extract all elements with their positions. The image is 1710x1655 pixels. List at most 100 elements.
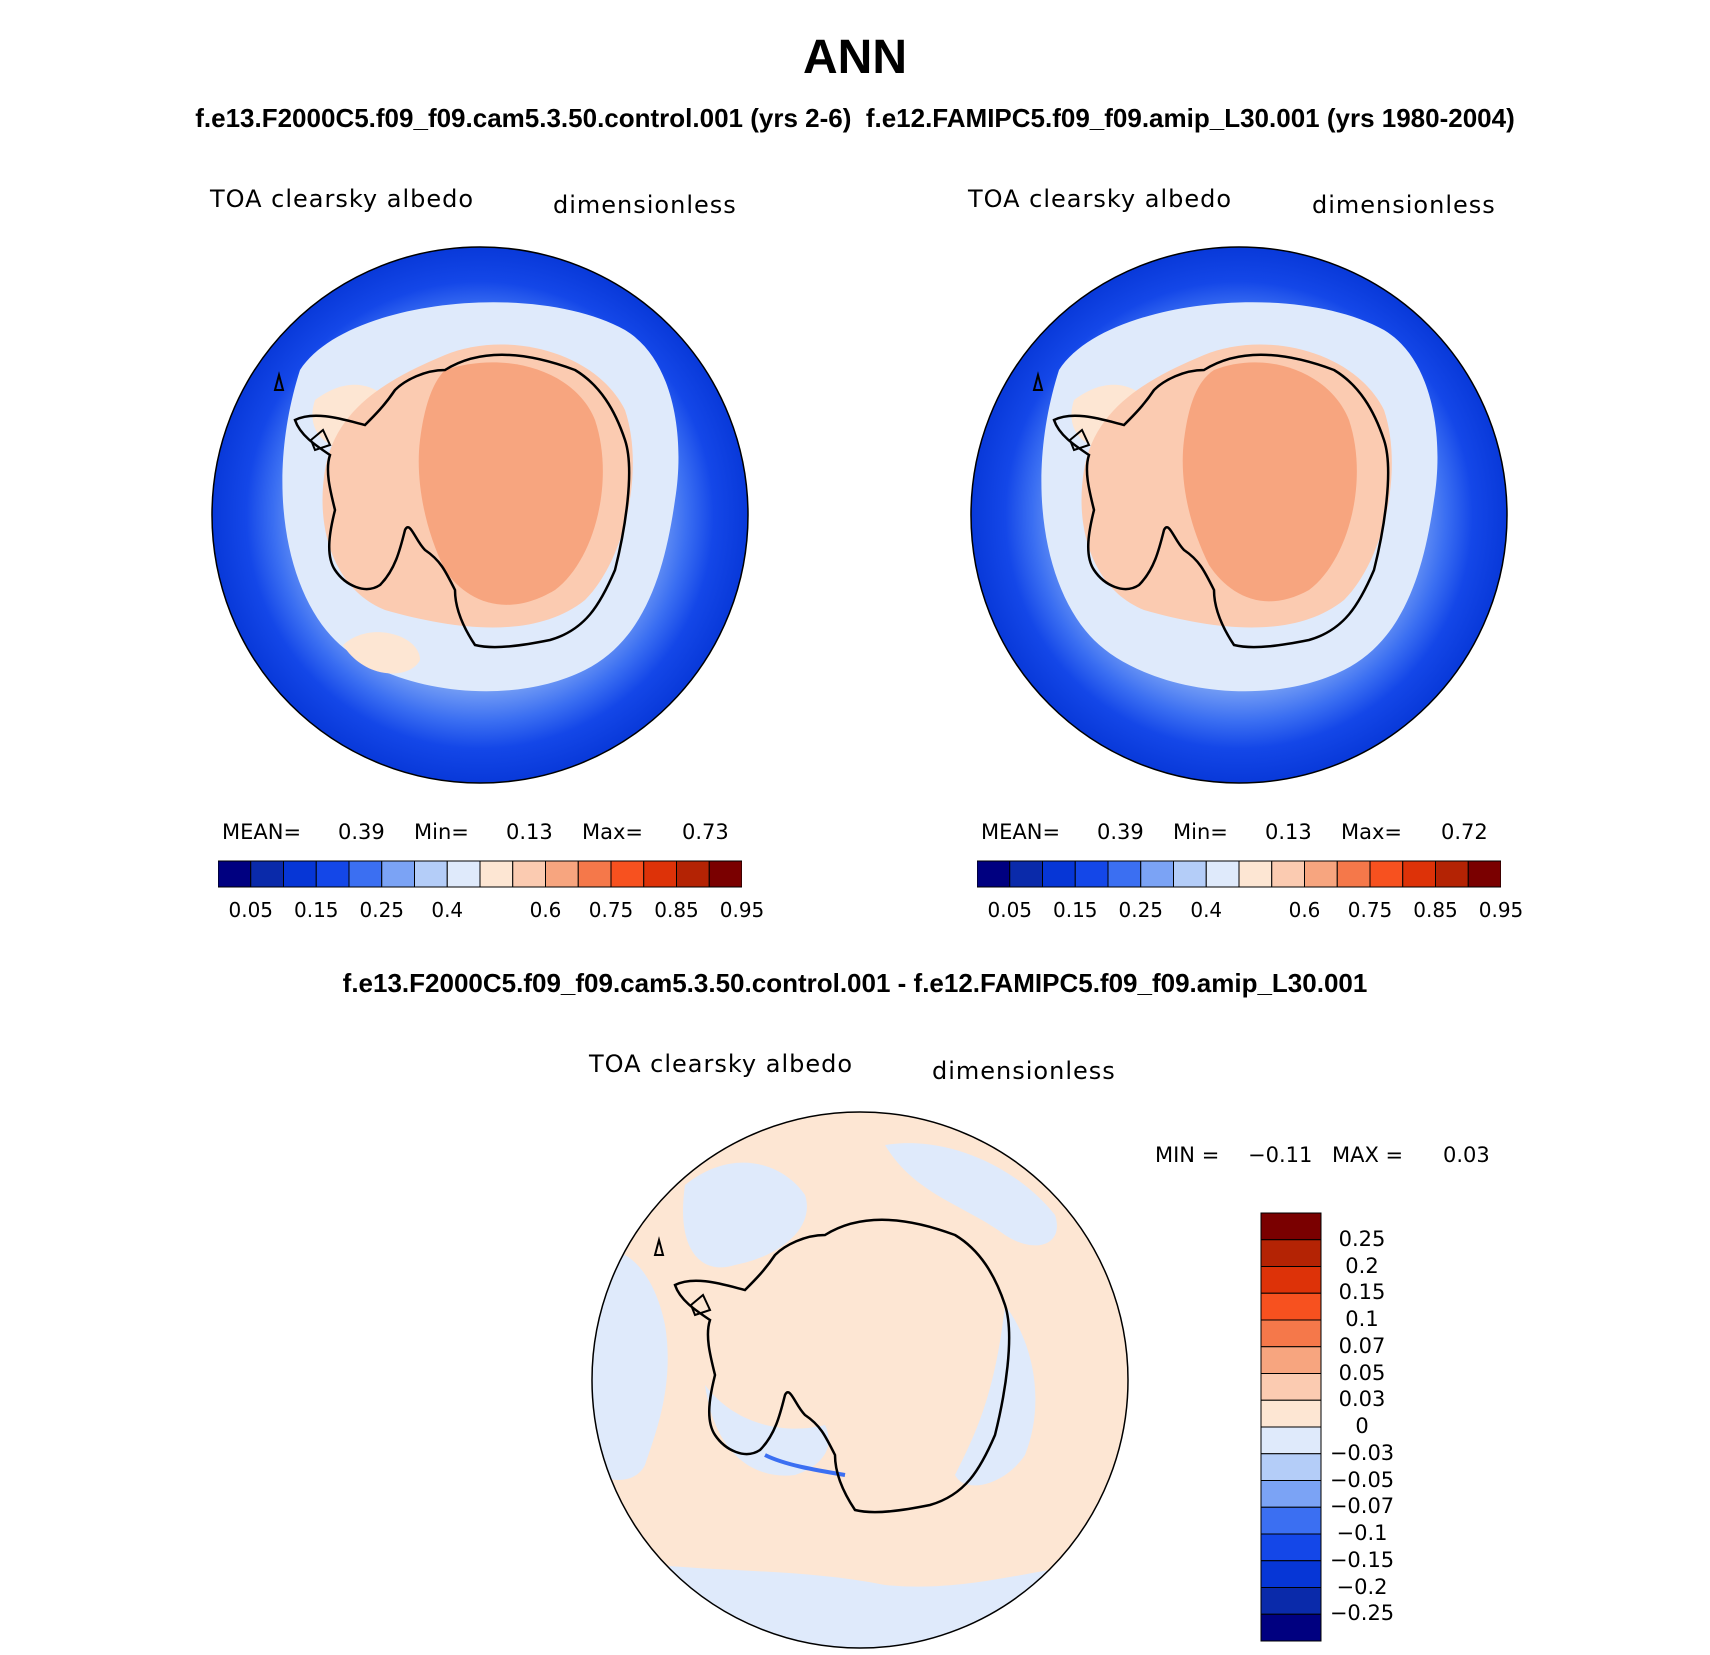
colorbar-tick-label: 0.25 [359, 898, 405, 922]
colorbar-swatch [250, 860, 284, 888]
colorbar-tick-label: 0.85 [654, 898, 699, 922]
colorbar-tick-label: 0.4 [1190, 898, 1223, 922]
colorbar-swatch [381, 860, 415, 888]
colorbar-tick-label: 0.95 [719, 898, 765, 922]
colorbar-panel-1-ticks: 0.05 0.15 0.25 0.4 0.6 0.75 0.85 0.95 [218, 898, 764, 926]
panel3-variable-label: TOA clearsky albedo [589, 1050, 854, 1078]
colorbar-tick-label: 0.85 [1413, 898, 1458, 922]
panel2-mean-value: 0.39 [1097, 820, 1144, 844]
panel2-max-label: Max= [1341, 820, 1403, 844]
colorbar-tick-label: −0.2 [1336, 1574, 1388, 1599]
colorbar-panel-2-ticks: 0.05 0.15 0.25 0.4 0.6 0.75 0.85 0.95 [977, 898, 1523, 926]
difference-title: f.e13.F2000C5.f09_f09.cam5.3.50.control.… [342, 968, 1368, 998]
colorbar-tick-label: 0.75 [1347, 898, 1393, 922]
colorbar-swatch [1205, 860, 1240, 888]
colorbar-tick-label: 0.15 [1338, 1280, 1386, 1305]
colorbar-difference [1260, 1212, 1322, 1642]
colorbar-swatch [315, 860, 350, 888]
colorbar-swatch [1435, 860, 1469, 888]
colorbar-swatch [1260, 1426, 1322, 1455]
colorbar-swatch [446, 860, 481, 888]
colorbar-swatch [1238, 860, 1273, 888]
panel3-units-label: dimensionless [932, 1057, 1116, 1085]
colorbar-tick-label: −0.15 [1329, 1547, 1395, 1572]
colorbar-swatch [676, 860, 710, 888]
colorbar-swatch [1260, 1480, 1322, 1508]
colorbar-swatch [577, 860, 612, 888]
panel2-min-value: 0.13 [1265, 820, 1312, 844]
colorbar-tick-label: −0.25 [1329, 1601, 1395, 1626]
panel2-variable-label: TOA clearsky albedo [968, 185, 1233, 213]
map-panel-2 [970, 246, 1508, 784]
figure-subtitle: f.e13.F2000C5.f09_f09.cam5.3.50.control.… [195, 103, 1515, 133]
colorbar-tick-label: 0.05 [1338, 1360, 1386, 1385]
colorbar-swatch [1107, 860, 1142, 888]
colorbar-swatch [283, 860, 317, 888]
panel1-max-label: Max= [582, 820, 644, 844]
panel1-mean-label: MEAN= [222, 820, 302, 844]
colorbar-swatch [1260, 1239, 1322, 1267]
colorbar-tick-label: −0.03 [1329, 1440, 1395, 1465]
colorbar-tick-label: 0.95 [1478, 898, 1524, 922]
colorbar-tick-label: 0.75 [588, 898, 634, 922]
panel2-units-label: dimensionless [1312, 191, 1496, 219]
colorbar-tick-label: 0.1 [1345, 1307, 1379, 1331]
panel1-mean-value: 0.39 [338, 820, 385, 844]
colorbar-tick-label: 0.05 [987, 898, 1033, 922]
colorbar-swatch [1304, 860, 1338, 888]
panel2-min-label: Min= [1173, 820, 1228, 844]
colorbar-tick-label: 0.2 [1345, 1253, 1379, 1278]
colorbar-tick-label: 0.03 [1338, 1387, 1386, 1412]
colorbar-swatch [1042, 860, 1076, 888]
map-panel-1 [211, 246, 749, 784]
colorbar-swatch [1173, 860, 1207, 888]
panel1-variable-label: TOA clearsky albedo [210, 185, 475, 213]
colorbar-swatch [610, 860, 645, 888]
colorbar-tick-label: 0.25 [1118, 898, 1164, 922]
panel2-max-value: 0.72 [1441, 820, 1488, 844]
map-panel-difference [591, 1111, 1129, 1649]
colorbar-swatch [1260, 1453, 1322, 1481]
colorbar-tick-label: −0.1 [1336, 1521, 1388, 1545]
colorbar-tick-label: −0.05 [1329, 1467, 1395, 1492]
colorbar-tick-label: 0.15 [293, 898, 339, 922]
colorbar-swatch [1402, 860, 1436, 888]
panel3-max-value: 0.03 [1443, 1143, 1490, 1167]
colorbar-swatch [1260, 1506, 1322, 1535]
colorbar-tick-label: 0.07 [1338, 1333, 1386, 1358]
colorbar-swatch [1260, 1399, 1322, 1428]
colorbar-swatch [414, 860, 448, 888]
colorbar-difference-ticks: 0.25 0.2 0.15 0.1 0.07 0.05 0.03 0 −0.03 −0.05 −0.… [1322, 1212, 1412, 1642]
colorbar-tick-label: 0 [1355, 1414, 1369, 1438]
colorbar-swatch [1271, 860, 1305, 888]
panel3-min-value: −0.11 [1248, 1143, 1313, 1167]
colorbar-tick-label: 0.05 [228, 898, 274, 922]
colorbar-panel-2 [977, 860, 1501, 888]
colorbar-swatch [1260, 1373, 1322, 1401]
colorbar-swatch [218, 860, 252, 888]
colorbar-swatch [1074, 860, 1109, 888]
panel2-mean-label: MEAN= [981, 820, 1061, 844]
colorbar-swatch [977, 860, 1011, 888]
colorbar-swatch [643, 860, 677, 888]
colorbar-swatch [1260, 1533, 1322, 1562]
colorbar-swatch [1140, 860, 1174, 888]
panel3-min-label: MIN = [1155, 1143, 1220, 1167]
panel1-min-label: Min= [414, 820, 469, 844]
colorbar-tick-label: −0.07 [1329, 1494, 1395, 1519]
colorbar-tick-label: 0.4 [431, 898, 464, 922]
colorbar-swatch [545, 860, 579, 888]
panel1-min-value: 0.13 [506, 820, 553, 844]
colorbar-swatch [1369, 860, 1404, 888]
figure-title: ANN [803, 31, 907, 84]
colorbar-tick-label: 0.25 [1338, 1226, 1386, 1251]
colorbar-swatch [1260, 1266, 1322, 1294]
colorbar-swatch [1009, 860, 1043, 888]
colorbar-tick-label: 0.6 [1288, 898, 1321, 922]
colorbar-panel-1 [218, 860, 742, 888]
panel3-max-label: MAX = [1332, 1143, 1404, 1167]
colorbar-swatch [1260, 1346, 1322, 1374]
colorbar-tick-label: 0.6 [529, 898, 562, 922]
colorbar-swatch [1260, 1613, 1322, 1642]
panel1-units-label: dimensionless [553, 191, 737, 219]
